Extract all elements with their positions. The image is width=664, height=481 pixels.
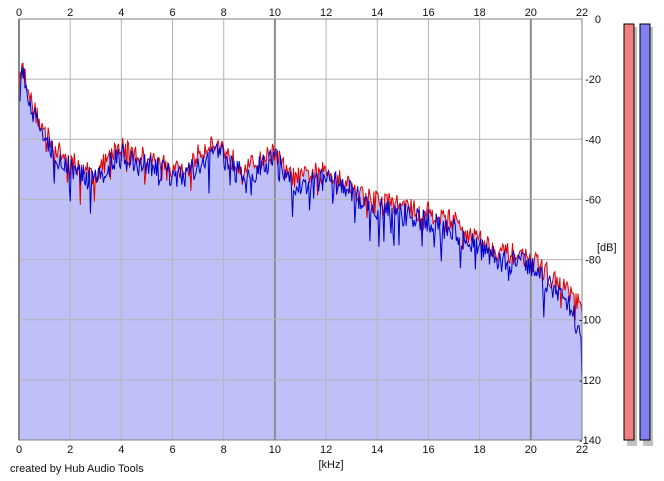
level-meters [623,23,653,446]
x-tick-top-4: 4 [118,7,124,19]
x-tick-top-12: 12 [320,7,332,19]
x-tick-top-6: 6 [169,7,175,19]
x-tick-bottom-8: 8 [221,444,227,456]
x-tick-bottom-10: 10 [269,444,281,456]
level-meter-right [639,23,651,441]
credit-text: created by Hub Audio Tools [10,463,144,475]
y-tick-neg80: -80 [585,255,601,267]
x-tick-bottom-14: 14 [371,444,383,456]
x-axis-label: [kHz] [318,459,343,471]
x-tick-bottom-4: 4 [118,444,124,456]
x-tick-top-16: 16 [422,7,434,19]
x-tick-bottom-0: 0 [16,444,22,456]
x-tick-top-10: 10 [269,7,281,19]
y-tick-neg60: -60 [585,194,601,206]
y-tick-neg120: -120 [579,375,601,387]
x-tick-top-18: 18 [474,7,486,19]
y-tick-neg100: -100 [579,315,601,327]
x-tick-top-8: 8 [221,7,227,19]
level-meter-left [623,23,635,441]
x-tick-labels-bottom: 0 2 4 6 8 10 12 14 16 18 20 22 [16,444,588,456]
x-tick-bottom-16: 16 [422,444,434,456]
x-tick-top-14: 14 [371,7,383,19]
plot-border [18,18,583,441]
x-tick-bottom-12: 12 [320,444,332,456]
grid-lines [18,18,583,441]
y-tick-neg40: -40 [585,134,601,146]
y-axis-label: [dB] [597,242,617,254]
x-tick-bottom-22: 22 [576,444,588,456]
x-tick-labels-top: 0 2 4 6 8 10 12 14 16 18 20 22 [16,7,588,19]
y-tick-neg140: -140 [579,435,601,447]
spectrum-line-red [18,62,583,321]
x-tick-top-2: 2 [67,7,73,19]
x-tick-top-22: 22 [576,7,588,19]
x-tick-bottom-6: 6 [169,444,175,456]
spectrum-line-blue [18,65,583,387]
y-tick-neg20: -20 [585,74,601,86]
spectrum-fill-area [19,63,582,441]
y-tick-labels: 0 -20 -40 -60 -80 -100 -120 -140 [579,14,601,447]
x-tick-bottom-20: 20 [525,444,537,456]
y-tick-0: 0 [595,14,601,26]
x-tick-bottom-2: 2 [67,444,73,456]
x-tick-top-20: 20 [525,7,537,19]
x-tick-top-0: 0 [16,7,22,19]
x-tick-bottom-18: 18 [474,444,486,456]
